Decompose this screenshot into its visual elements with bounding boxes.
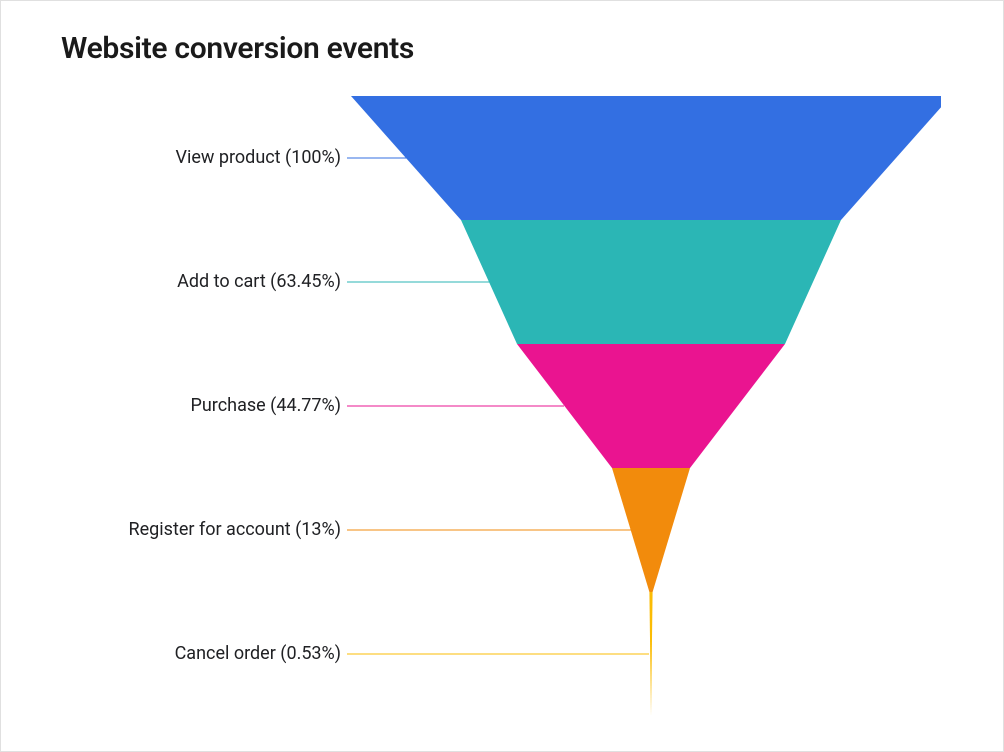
- chart-title: Website conversion events: [61, 31, 414, 66]
- segment-label-1: Add to cart (63.45%): [177, 271, 341, 292]
- segment-label-0: View product (100%): [176, 147, 341, 168]
- funnel-chart: View product (100%) Add to cart (63.45%) P…: [61, 96, 941, 716]
- funnel-segment-4: [649, 592, 652, 716]
- segment-label-2: Purchase (44.77%): [191, 395, 341, 416]
- funnel-segment-1: [461, 220, 841, 344]
- segment-label-3: Register for account (13%): [129, 519, 341, 540]
- segment-label-4: Cancel order (0.53%): [175, 643, 341, 664]
- funnel-svg: View product (100%) Add to cart (63.45%) P…: [61, 96, 941, 716]
- chart-frame: Website conversion events View product (…: [0, 0, 1004, 752]
